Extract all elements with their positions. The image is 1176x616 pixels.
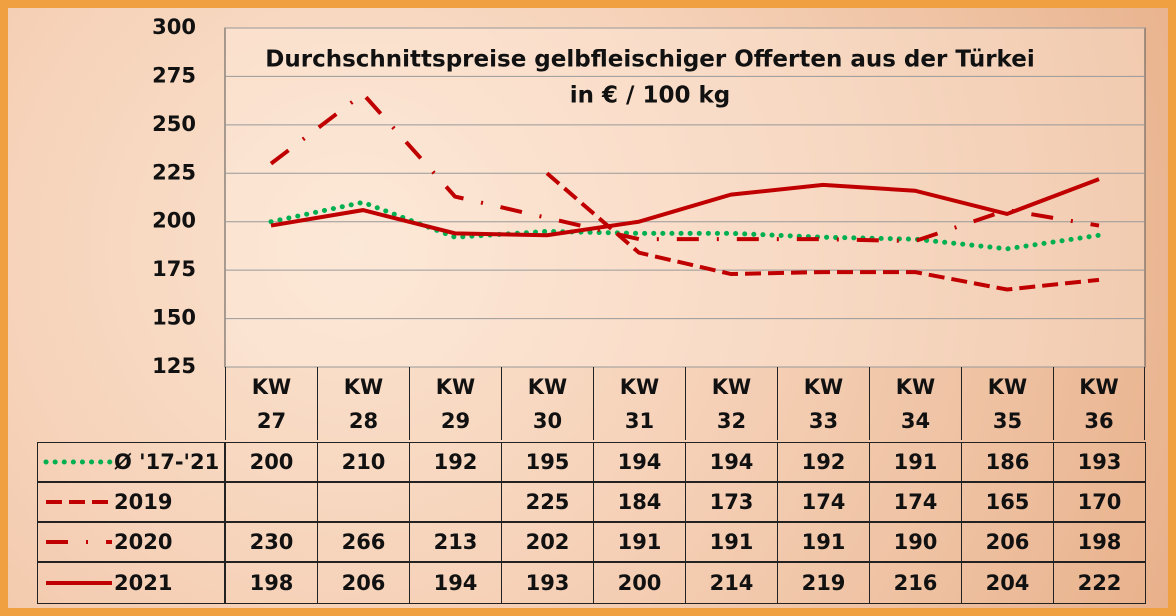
- table-value: 191: [685, 522, 778, 562]
- table-value: 190: [869, 522, 962, 562]
- legend-label: 2020: [114, 530, 173, 554]
- series-line: [269, 91, 1100, 244]
- x-tick-label: KW 29: [409, 367, 501, 440]
- legend-entry: 2019: [37, 482, 225, 522]
- x-tick-label: KW 34: [869, 367, 961, 440]
- table-value: 214: [685, 562, 778, 604]
- table-value: 200: [225, 442, 318, 482]
- y-tick-label: 225: [152, 160, 196, 184]
- y-tick-label: 125: [152, 354, 196, 378]
- legend-key: [46, 500, 112, 504]
- table-value: 230: [225, 522, 318, 562]
- table-value: 170: [1053, 482, 1146, 522]
- y-tick-label: 300: [152, 15, 196, 39]
- category: KW 31: [619, 374, 660, 433]
- table-value: 194: [685, 442, 778, 482]
- y-tick-label: 275: [152, 63, 196, 87]
- table-value: 165: [961, 482, 1054, 522]
- table-value: 191: [777, 522, 870, 562]
- table-value: 174: [869, 482, 962, 522]
- table-value: 213: [409, 522, 502, 562]
- table-value: 174: [777, 482, 870, 522]
- table-value: [225, 482, 318, 522]
- legend-entry: Ø '17-'21: [37, 442, 225, 482]
- table-value: 206: [961, 522, 1054, 562]
- category: KW 33: [803, 374, 844, 433]
- category: KW 36: [1079, 374, 1119, 433]
- x-tick-label: KW 36: [1053, 367, 1145, 440]
- table-value: 198: [225, 562, 318, 604]
- legend-entry: 2020: [37, 522, 225, 562]
- table-value: 198: [1053, 522, 1146, 562]
- series-line: [545, 171, 1100, 292]
- table-value: 192: [777, 442, 870, 482]
- table-value: 186: [961, 442, 1054, 482]
- table-value: 222: [1053, 562, 1146, 604]
- table-value: 191: [869, 442, 962, 482]
- table-value: 210: [317, 442, 410, 482]
- category: KW 32: [711, 374, 752, 433]
- category: KW 29: [435, 374, 476, 433]
- table-value: 184: [593, 482, 686, 522]
- category: KW 34: [895, 374, 936, 433]
- legend-key: [46, 540, 112, 544]
- x-tick-label: KW 31: [593, 367, 685, 440]
- table-value: 173: [685, 482, 778, 522]
- series-line: [270, 177, 1100, 238]
- table-value: 266: [317, 522, 410, 562]
- table-value: 192: [409, 442, 502, 482]
- category: KW 28: [343, 374, 384, 433]
- plot-area: [224, 27, 1146, 368]
- legend-key: [46, 581, 112, 585]
- x-tick-label: KW 30: [501, 367, 593, 440]
- table-value: 200: [593, 562, 686, 604]
- y-tick-label: 250: [152, 112, 196, 136]
- table-value: [317, 482, 410, 522]
- chart-subtitle: in € / 100 kg: [570, 83, 730, 109]
- legend-label: 2021: [114, 571, 173, 595]
- x-tick-label: KW 33: [777, 367, 869, 440]
- table-value: 225: [501, 482, 594, 522]
- x-tick-label: KW 35: [961, 367, 1053, 440]
- table-value: 195: [501, 442, 594, 482]
- y-tick-label: 150: [152, 306, 196, 330]
- table-value: [409, 482, 502, 522]
- table-value: 194: [409, 562, 502, 604]
- x-tick-label: KW 32: [685, 367, 777, 440]
- y-tick-label: 175: [152, 257, 196, 281]
- legend-label: Ø '17-'21: [114, 450, 220, 474]
- table-value: 204: [961, 562, 1054, 604]
- legend-key: [43, 459, 114, 465]
- table-value: 216: [869, 562, 962, 604]
- legend-entry: 2021: [37, 562, 225, 604]
- category: KW 30: [527, 374, 568, 433]
- table-value: 206: [317, 562, 410, 604]
- chart-title: Durchschnittspreise gelbfleischiger Offe…: [265, 47, 1034, 73]
- y-tick-label: 200: [152, 209, 196, 233]
- x-tick-label: KW 28: [317, 367, 409, 440]
- table-value: 202: [501, 522, 594, 562]
- category: KW 35: [987, 374, 1028, 433]
- table-value: 193: [501, 562, 594, 604]
- table-value: 219: [777, 562, 870, 604]
- table-value: 194: [593, 442, 686, 482]
- category: KW 27: [251, 374, 292, 433]
- x-tick-label: KW 27: [225, 367, 317, 440]
- table-value: 191: [593, 522, 686, 562]
- table-value: 193: [1053, 442, 1146, 482]
- legend-label: 2019: [114, 490, 173, 514]
